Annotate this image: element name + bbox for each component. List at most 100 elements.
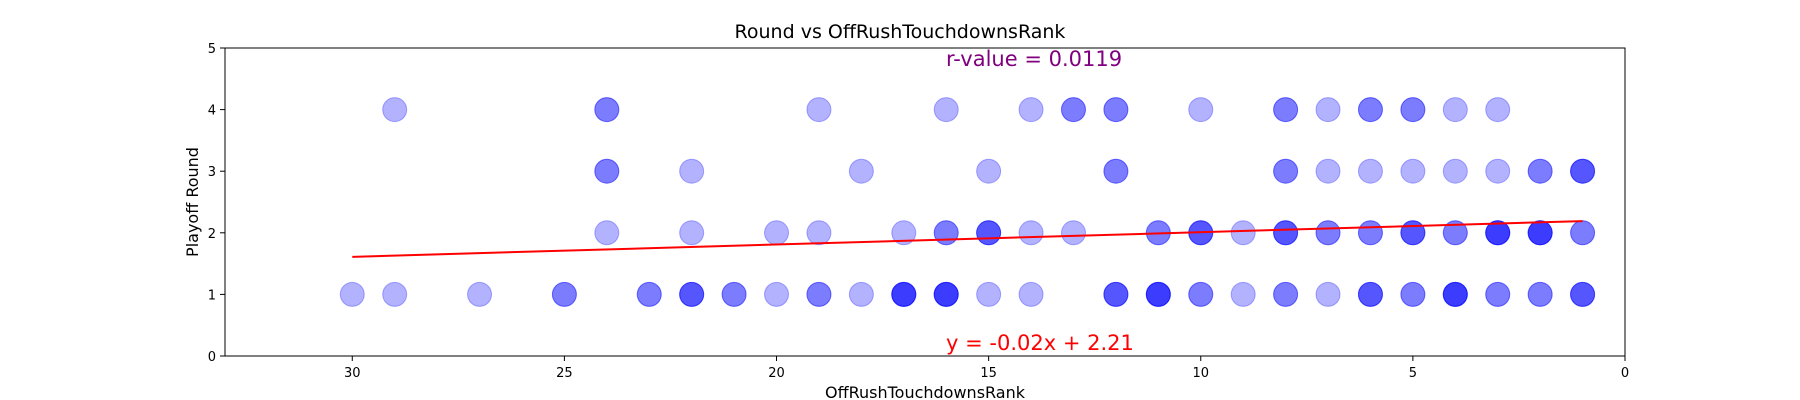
scatter-point — [1442, 220, 1468, 246]
scatter-point — [1400, 97, 1426, 123]
scatter-point — [806, 281, 832, 307]
scatter-point — [1103, 97, 1129, 123]
scatter-point — [1400, 97, 1426, 123]
scatter-point — [1357, 281, 1383, 307]
scatter-point — [806, 281, 832, 307]
scatter-point — [1315, 220, 1341, 246]
r-value-annotation: r-value = 0.0119 — [946, 47, 1122, 71]
scatter-point — [1018, 220, 1044, 246]
scatter-point — [891, 281, 917, 307]
scatter-point — [1527, 281, 1553, 307]
scatter-point — [1442, 158, 1468, 184]
scatter-point — [976, 281, 1002, 307]
y-tick-label: 0 — [208, 350, 216, 365]
scatter-point — [1103, 158, 1129, 184]
scatter-point — [1485, 97, 1511, 123]
scatter-point — [1570, 220, 1596, 246]
scatter-point — [636, 281, 662, 307]
scatter-point — [1188, 281, 1214, 307]
scatter-point — [1273, 281, 1299, 307]
scatter-point — [1103, 281, 1129, 307]
y-axis-ticks: 0 1 2 3 4 5 — [208, 42, 225, 365]
scatter-point — [1485, 220, 1511, 246]
scatter-point — [933, 281, 959, 307]
x-tick-label: 15 — [980, 366, 997, 381]
scatter-point — [1485, 220, 1511, 246]
scatter-point — [1188, 97, 1214, 123]
scatter-point — [382, 97, 408, 123]
scatter-point — [1315, 97, 1341, 123]
scatter-point — [1527, 220, 1553, 246]
scatter-point — [1357, 220, 1383, 246]
scatter-point — [1273, 220, 1299, 246]
scatter-point — [1485, 220, 1511, 246]
scatter-point — [1400, 281, 1426, 307]
scatter-point — [467, 281, 493, 307]
y-tick-label: 4 — [208, 104, 216, 119]
scatter-point — [933, 97, 959, 123]
scatter-point — [1060, 220, 1086, 246]
scatter-point — [1485, 158, 1511, 184]
scatter-point — [1145, 281, 1171, 307]
scatter-point — [1103, 281, 1129, 307]
scatter-point — [594, 97, 620, 123]
scatter-point — [1230, 220, 1256, 246]
scatter-point — [1103, 97, 1129, 123]
scatter-point — [806, 97, 832, 123]
scatter-point — [382, 281, 408, 307]
scatter-point — [764, 281, 790, 307]
scatter-point — [594, 158, 620, 184]
scatter-point — [976, 220, 1002, 246]
scatter-point — [1145, 281, 1171, 307]
y-tick-label: 1 — [208, 288, 216, 303]
scatter-point — [1527, 158, 1553, 184]
scatter-point — [1060, 97, 1086, 123]
scatter-point — [721, 281, 747, 307]
scatter-point — [1570, 281, 1596, 307]
scatter-point — [1273, 220, 1299, 246]
scatter-point — [1570, 158, 1596, 184]
scatter-point — [721, 281, 747, 307]
scatter-point — [1570, 220, 1596, 246]
scatter-point — [933, 281, 959, 307]
scatter-point — [1570, 158, 1596, 184]
scatter-point — [1145, 281, 1171, 307]
y-tick-label: 3 — [208, 165, 216, 180]
scatter-point — [1400, 220, 1426, 246]
scatter-point — [1570, 281, 1596, 307]
scatter-point — [1442, 281, 1468, 307]
x-tick-label: 20 — [768, 366, 785, 381]
scatter-point — [1442, 281, 1468, 307]
x-tick-label: 30 — [344, 366, 361, 381]
chart-title: Round vs OffRushTouchdownsRank — [735, 21, 1066, 43]
scatter-point — [1527, 281, 1553, 307]
scatter-point — [1357, 97, 1383, 123]
scatter-point — [1273, 97, 1299, 123]
scatter-point — [1485, 281, 1511, 307]
x-tick-label: 25 — [556, 366, 573, 381]
scatter-point — [1357, 97, 1383, 123]
regression-line — [352, 220, 1583, 258]
scatter-point — [1570, 158, 1596, 184]
scatter-point — [1103, 158, 1129, 184]
scatter-point — [1060, 97, 1086, 123]
scatter-point — [1273, 158, 1299, 184]
scatter-point — [1315, 281, 1341, 307]
scatter-point — [1485, 220, 1511, 246]
scatter-point — [1357, 281, 1383, 307]
scatter-point — [1357, 281, 1383, 307]
scatter-point — [636, 281, 662, 307]
scatter-point — [679, 281, 705, 307]
scatter-point — [1442, 281, 1468, 307]
scatter-point — [1230, 281, 1256, 307]
y-tick-label: 2 — [208, 227, 216, 242]
scatter-point — [1527, 158, 1553, 184]
scatter-point — [679, 158, 705, 184]
scatter-point — [1273, 97, 1299, 123]
x-axis-ticks: 30 25 20 15 10 5 0 — [344, 356, 1629, 381]
data-points — [339, 97, 1596, 307]
scatter-point — [1400, 281, 1426, 307]
scatter-point — [1527, 220, 1553, 246]
scatter-point — [594, 97, 620, 123]
